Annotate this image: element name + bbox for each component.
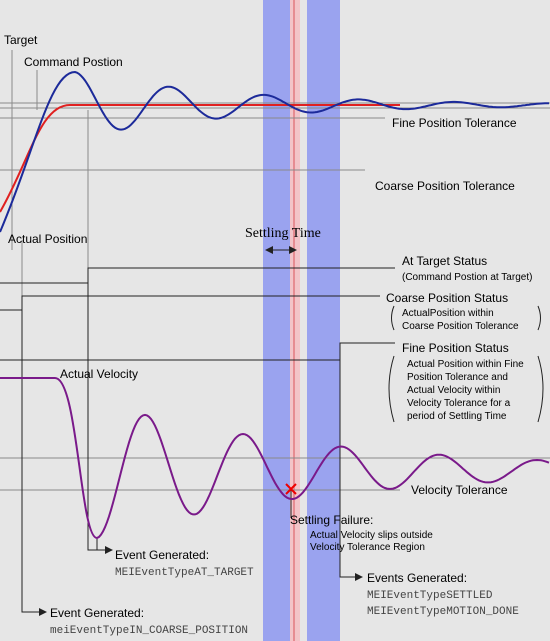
label: Events Generated: <box>367 571 467 585</box>
label: Event Generated: <box>50 606 144 620</box>
label: Velocity Tolerance Region <box>310 542 425 553</box>
label: Coarse Position Status <box>386 291 508 305</box>
label: MEIEventTypeSETTLED <box>367 590 493 602</box>
label: Position Tolerance and <box>407 372 508 383</box>
label: MEIEventTypeMOTION_DONE <box>367 606 519 618</box>
label: Settling Time <box>245 226 321 241</box>
label: period of Settling Time <box>407 411 507 422</box>
label: ActualPosition within <box>402 308 494 319</box>
label: meiEventTypeIN_COARSE_POSITION <box>50 625 248 637</box>
label: Fine Position Tolerance <box>392 116 517 130</box>
label: Actual Position <box>8 232 87 246</box>
label: Actual Position within Fine <box>407 359 524 370</box>
event-arrows <box>21 246 363 616</box>
label: MEIEventTypeAT_TARGET <box>115 567 254 579</box>
label: Coarse Position Tolerance <box>375 179 515 193</box>
label: Actual Velocity slips outside <box>310 530 433 541</box>
label: Target <box>4 33 38 47</box>
label: Settling Failure: <box>290 513 373 527</box>
label: Actual Velocity within <box>407 385 500 396</box>
settling-bands <box>263 0 340 641</box>
label: (Command Postion at Target) <box>402 272 532 283</box>
label: Velocity Tolerance <box>411 483 508 497</box>
failure-mark <box>285 483 297 495</box>
label: Command Postion <box>24 55 123 69</box>
label: Actual Velocity <box>60 367 138 381</box>
label: Velocity Tolerance for a <box>407 398 511 409</box>
actual-velocity-curve <box>0 377 550 540</box>
actual-position-curve <box>0 70 549 233</box>
label: At Target Status <box>402 254 487 268</box>
label: Fine Position Status <box>402 341 509 355</box>
parens <box>388 305 544 423</box>
label: Coarse Position Tolerance <box>402 321 519 332</box>
label: Event Generated: <box>115 548 209 562</box>
